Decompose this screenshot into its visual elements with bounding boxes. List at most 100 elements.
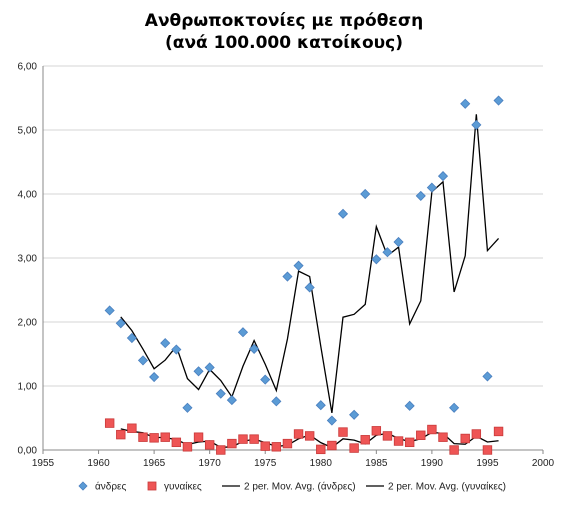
- chart-title: Ανθρωποκτονίες με πρόθεση (ανά 100.000 κ…: [0, 10, 568, 54]
- data-point-women: [216, 445, 226, 455]
- data-point-men: [260, 374, 271, 385]
- data-point-men: [360, 188, 371, 200]
- data-point-men: [115, 318, 126, 329]
- data-point-women: [316, 444, 326, 455]
- legend-item-women: γυναίκες: [147, 481, 202, 493]
- data-point-men: [337, 208, 349, 219]
- data-point-women: [160, 432, 170, 442]
- data-point-women: [471, 429, 482, 439]
- data-point-women: [493, 426, 504, 437]
- legend-marker-women: [147, 481, 157, 491]
- data-point-men: [315, 400, 326, 411]
- chart-title-line2: (ανά 100.000 κατοίκους): [165, 33, 403, 53]
- data-point-women: [260, 441, 270, 451]
- y-tick-label: 0,00: [18, 446, 38, 457]
- x-tick-label: 1985: [365, 458, 388, 469]
- legend-label: άνδρες: [95, 481, 126, 493]
- data-point-men: [104, 305, 115, 316]
- data-point-men: [437, 171, 449, 182]
- data-point-men: [226, 395, 237, 406]
- data-point-women: [238, 434, 248, 444]
- data-point-men: [126, 332, 137, 344]
- data-point-men: [304, 282, 315, 293]
- data-point-men: [349, 409, 360, 420]
- data-point-men: [426, 182, 437, 193]
- y-tick-label: 6,00: [18, 62, 38, 73]
- x-tick-label: 1980: [310, 458, 333, 469]
- data-point-women: [204, 440, 215, 450]
- data-point-women: [149, 433, 159, 443]
- data-point-men: [182, 402, 193, 413]
- moving-average-lines: [120, 114, 500, 449]
- data-point-women: [349, 443, 359, 453]
- data-point-women: [460, 433, 470, 444]
- data-point-men: [249, 343, 260, 354]
- data-point-women: [482, 445, 493, 455]
- data-point-women: [404, 437, 415, 448]
- data-point-men: [415, 190, 426, 201]
- data-point-men: [493, 95, 504, 106]
- data-point-women: [360, 435, 370, 445]
- data-point-women: [127, 423, 137, 433]
- data-point-men: [393, 236, 404, 248]
- data-point-women: [171, 437, 182, 448]
- data-point-men: [160, 338, 171, 349]
- data-point-women: [271, 442, 282, 452]
- data-point-men: [193, 366, 204, 377]
- data-point-men: [382, 247, 393, 258]
- data-point-women: [427, 424, 437, 435]
- data-point-men: [149, 371, 160, 383]
- data-point-men: [471, 119, 482, 130]
- y-tick-label: 4,00: [18, 190, 38, 201]
- x-tick-label: 1955: [32, 458, 55, 469]
- data-point-women: [371, 426, 382, 436]
- axes-layer: 0,00 1,00 2,00 3,00 4,00 5,00 6,00 1955 1960 1965…: [18, 62, 555, 470]
- data-point-men: [460, 98, 471, 109]
- data-point-women: [227, 438, 237, 449]
- data-points: [104, 95, 504, 455]
- data-point-women: [416, 430, 426, 440]
- legend-label: 2 per. Mov. Avg. (άνδρες): [244, 481, 356, 493]
- x-tick-label: 1990: [421, 458, 444, 469]
- legend: άνδρες γυναίκες 2 per. Mov. Avg. (άνδρες) 2…: [78, 481, 506, 493]
- x-tick-label: 1970: [199, 458, 222, 469]
- x-tick-label: 1995: [476, 458, 499, 469]
- data-point-women: [138, 432, 148, 442]
- data-point-men: [237, 327, 249, 338]
- data-point-women: [382, 431, 393, 441]
- legend-item-men: άνδρες: [78, 481, 126, 493]
- legend-item-ma-women: 2 per. Mov. Avg. (γυναίκες): [366, 481, 506, 493]
- data-point-women: [338, 427, 348, 437]
- data-point-men: [215, 388, 226, 399]
- data-point-women: [327, 440, 337, 451]
- data-point-women: [393, 436, 404, 446]
- grid-layer: [43, 65, 543, 387]
- x-tick-label: 1965: [143, 458, 166, 469]
- x-tick-label: 1960: [87, 458, 110, 469]
- data-point-men: [404, 400, 415, 411]
- y-tick-label: 1,00: [18, 382, 38, 393]
- y-tick-label: 3,00: [18, 254, 38, 265]
- legend-marker-men: [78, 481, 88, 491]
- data-point-men: [271, 396, 282, 407]
- moving-avg-line-men: [120, 114, 500, 413]
- data-point-men: [204, 362, 215, 373]
- data-point-women: [304, 431, 315, 441]
- data-point-men: [371, 254, 382, 265]
- data-point-women: [104, 418, 115, 428]
- data-point-men: [449, 402, 460, 413]
- legend-label: γυναίκες: [164, 481, 202, 493]
- data-point-women: [449, 445, 459, 455]
- data-point-men: [171, 344, 182, 355]
- legend-label: 2 per. Mov. Avg. (γυναίκες): [388, 481, 506, 493]
- data-point-men: [282, 271, 293, 282]
- data-point-women: [293, 429, 304, 439]
- legend-item-ma-men: 2 per. Mov. Avg. (άνδρες): [222, 481, 356, 493]
- x-tick-label: 1975: [254, 458, 277, 469]
- chart-title-line1: Ανθρωποκτονίες με πρόθεση: [144, 11, 424, 31]
- data-point-women: [438, 432, 448, 442]
- x-tick-label: 2000: [532, 458, 555, 469]
- data-point-men: [326, 415, 337, 426]
- data-point-men: [293, 260, 304, 271]
